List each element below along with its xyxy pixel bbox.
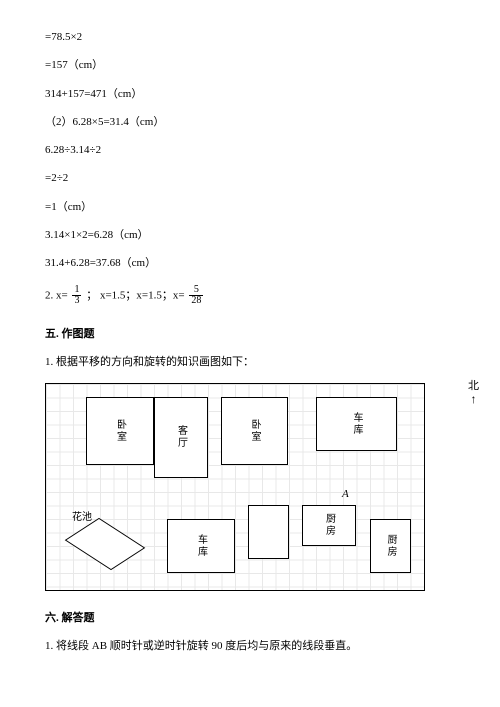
room-garage-2: 车库: [167, 519, 235, 573]
floor-plan-diagram: 北 ↑ 卧室 客厅 卧室 车库 A 花池 车库 厨房 厨房: [45, 383, 455, 591]
room-garage-1: 车库: [316, 397, 397, 451]
section-5-q1: 1. 根据平移的方向和旋转的知识画图如下：: [45, 355, 455, 369]
north-arrow-icon: ↑: [468, 393, 479, 405]
fraction-1-den: 3: [72, 296, 81, 307]
room-kitchen-2: 厨房: [370, 519, 411, 573]
calc-line-8: 3.14×1×2=6.28（cm）: [45, 228, 455, 242]
room-kitchen-1: 厨房: [302, 505, 356, 546]
calc-line-6: =2÷2: [45, 171, 455, 185]
flower-pond-label: 花池: [72, 508, 92, 523]
section-6-heading: 六. 解答题: [45, 609, 455, 625]
fraction-2-den: 28: [189, 296, 203, 307]
room-bedroom-1: 卧室: [86, 397, 154, 465]
calc-line-10a: 2. x=: [45, 289, 68, 301]
calc-line-10: 2. x= 1 3 ； x=1.5；x=1.5；x= 5 28: [45, 285, 455, 307]
label-a: A: [342, 488, 349, 500]
section-6-q1: 1. 将线段 AB 顺时针或逆时针旋转 90 度后均与原来的线段垂直。: [45, 639, 455, 653]
fraction-1: 1 3: [72, 285, 81, 307]
fraction-2: 5 28: [189, 285, 203, 307]
calc-line-3: 314+157=471（cm）: [45, 87, 455, 101]
section-5-heading: 五. 作图题: [45, 325, 455, 341]
calc-line-2: =157（cm）: [45, 58, 455, 72]
calc-line-7: =1（cm）: [45, 200, 455, 214]
floor-plan-grid: 卧室 客厅 卧室 车库 A 花池 车库 厨房 厨房: [45, 383, 425, 591]
room-wc: [248, 505, 289, 559]
north-label: 北: [468, 380, 479, 392]
calc-line-1: =78.5×2: [45, 30, 455, 44]
calc-line-9: 31.4+6.28=37.68（cm）: [45, 256, 455, 270]
north-indicator: 北 ↑: [468, 377, 479, 405]
calc-line-10b: ； x=1.5；x=1.5；x=: [86, 289, 184, 301]
room-bedroom-2: 卧室: [221, 397, 288, 465]
flower-pond-rhombus: [65, 518, 146, 570]
room-living: 客厅: [154, 397, 208, 478]
calc-line-5: 6.28÷3.14÷2: [45, 143, 455, 157]
calc-line-4: （2）6.28×5=31.4（cm）: [45, 115, 455, 129]
